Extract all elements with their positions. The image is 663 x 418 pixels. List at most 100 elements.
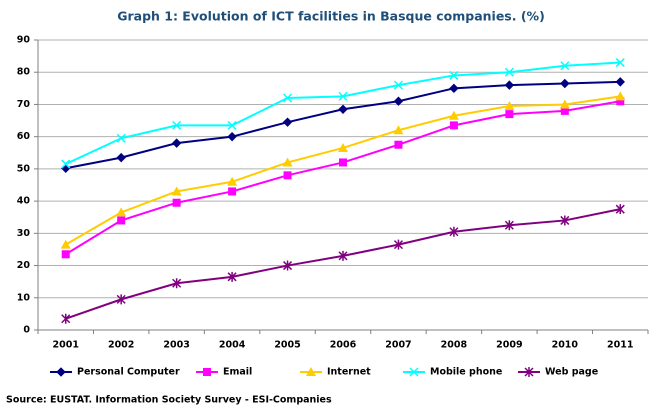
legend-marker bbox=[306, 367, 316, 376]
series bbox=[61, 204, 625, 324]
marker bbox=[560, 215, 570, 226]
marker bbox=[171, 186, 182, 196]
x-tick-label: 2004 bbox=[219, 340, 246, 351]
x-tick-label: 2010 bbox=[552, 340, 579, 351]
x-tick-label: 2008 bbox=[441, 340, 468, 351]
legend-item: Web page bbox=[518, 367, 598, 378]
legend-marker bbox=[409, 367, 419, 377]
series bbox=[60, 91, 626, 249]
line bbox=[65, 100, 621, 256]
marker bbox=[60, 239, 71, 249]
marker bbox=[116, 294, 126, 305]
legend-marker bbox=[524, 367, 534, 377]
y-tick-label: 80 bbox=[17, 67, 31, 78]
marker bbox=[504, 101, 515, 111]
chart-title: Graph 1: Evolution of ICT facilities in … bbox=[117, 9, 545, 24]
y-tick-label: 70 bbox=[17, 99, 31, 110]
marker bbox=[227, 176, 238, 186]
y-tick-label: 90 bbox=[17, 35, 31, 46]
marker bbox=[393, 80, 403, 90]
marker bbox=[227, 120, 237, 130]
legend-item: Personal Computer bbox=[50, 367, 180, 378]
marker bbox=[61, 163, 71, 173]
marker bbox=[61, 159, 71, 169]
marker bbox=[449, 226, 459, 237]
marker bbox=[116, 207, 127, 217]
marker bbox=[61, 313, 71, 324]
legend-item: Internet bbox=[300, 367, 371, 378]
marker bbox=[228, 187, 237, 196]
source-note: Source: EUSTAT. Information Society Surv… bbox=[6, 395, 332, 406]
legend-marker bbox=[203, 368, 211, 376]
marker bbox=[449, 70, 459, 80]
series bbox=[61, 77, 625, 173]
x-tick-label: 2001 bbox=[53, 340, 79, 351]
marker bbox=[615, 91, 626, 101]
marker bbox=[393, 96, 404, 106]
y-tick-label: 10 bbox=[17, 292, 31, 303]
marker bbox=[338, 91, 348, 101]
marker bbox=[504, 220, 514, 231]
marker bbox=[504, 80, 515, 90]
marker bbox=[283, 171, 292, 180]
legend-label: Internet bbox=[327, 367, 371, 378]
marker bbox=[283, 93, 293, 103]
marker bbox=[505, 110, 514, 119]
marker bbox=[616, 97, 625, 106]
y-tick-label: 20 bbox=[17, 260, 31, 271]
legend-item: Mobile phone bbox=[403, 367, 502, 378]
marker bbox=[339, 158, 347, 167]
x-tick-label: 2003 bbox=[163, 340, 189, 351]
series bbox=[61, 58, 625, 169]
y-tick-label: 60 bbox=[17, 131, 31, 142]
marker bbox=[227, 131, 237, 142]
marker bbox=[393, 239, 403, 250]
legend-label: Mobile phone bbox=[430, 367, 502, 378]
marker bbox=[117, 216, 126, 225]
marker bbox=[449, 121, 458, 130]
y-tick-label: 0 bbox=[23, 325, 30, 336]
marker bbox=[172, 278, 182, 289]
line bbox=[65, 80, 621, 170]
marker bbox=[394, 140, 403, 149]
line bbox=[65, 208, 621, 320]
marker bbox=[172, 120, 182, 130]
y-tick-label: 50 bbox=[17, 163, 31, 174]
y-tick-label: 30 bbox=[17, 228, 31, 239]
marker bbox=[338, 104, 348, 114]
marker bbox=[615, 58, 625, 68]
marker bbox=[560, 106, 569, 115]
x-tick-label: 2011 bbox=[607, 340, 633, 351]
series bbox=[61, 97, 625, 259]
marker bbox=[172, 198, 181, 207]
legend-label: Personal Computer bbox=[77, 367, 180, 378]
marker bbox=[116, 152, 126, 163]
marker bbox=[615, 77, 625, 87]
marker bbox=[560, 78, 570, 89]
marker bbox=[338, 142, 348, 152]
legend-label: Web page bbox=[545, 367, 598, 378]
legend-label: Email bbox=[223, 367, 252, 378]
marker bbox=[615, 204, 625, 215]
legend-marker bbox=[56, 367, 66, 377]
marker bbox=[171, 138, 182, 148]
marker bbox=[393, 125, 404, 135]
legend-item: Email bbox=[196, 367, 252, 378]
marker bbox=[560, 61, 570, 71]
y-tick-label: 40 bbox=[17, 196, 31, 207]
marker bbox=[61, 250, 70, 259]
marker bbox=[559, 99, 570, 109]
x-tick-label: 2005 bbox=[274, 340, 300, 351]
marker bbox=[283, 260, 293, 271]
marker bbox=[116, 133, 126, 143]
marker bbox=[338, 250, 348, 261]
marker bbox=[282, 117, 293, 127]
marker bbox=[282, 157, 293, 167]
x-tick-label: 2002 bbox=[108, 340, 134, 351]
x-tick-label: 2006 bbox=[330, 340, 357, 351]
marker bbox=[227, 271, 237, 282]
marker bbox=[449, 83, 459, 94]
marker bbox=[448, 110, 459, 120]
